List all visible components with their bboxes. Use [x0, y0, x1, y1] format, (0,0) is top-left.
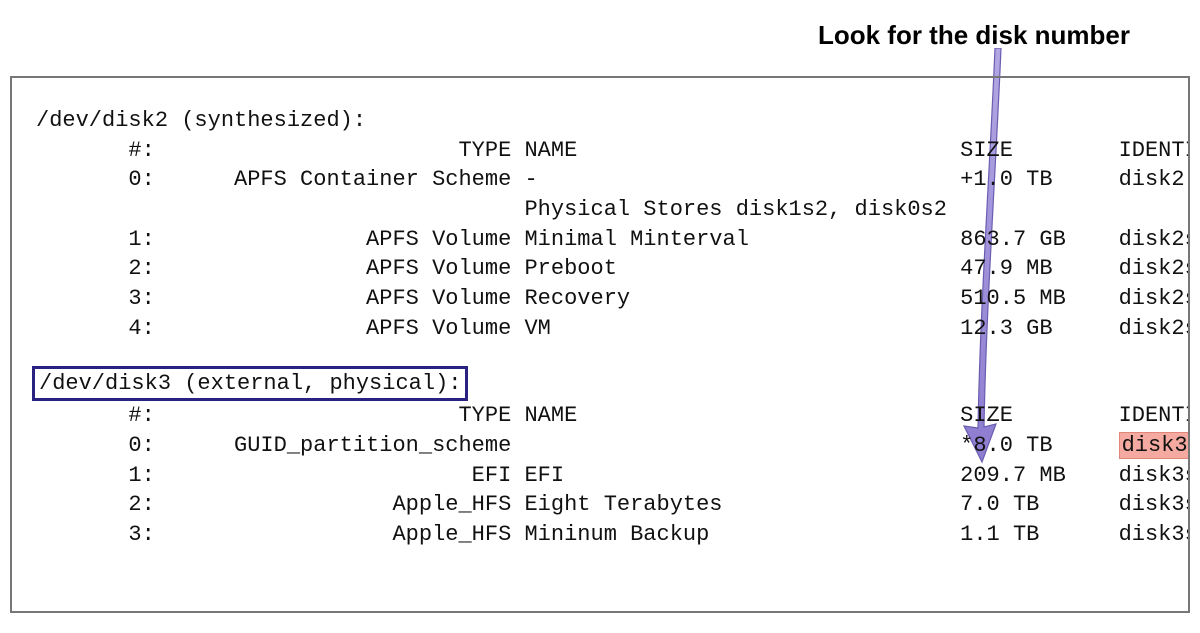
- terminal-output-window: /dev/disk2 (synthesized): #: TYPE NAME S…: [10, 76, 1190, 613]
- identifier-text: disk2s2: [1119, 256, 1190, 281]
- callout-text: Look for the disk number: [818, 20, 1130, 51]
- row-left-columns: 2: APFS Volume Preboot 47.9 MB: [36, 256, 1119, 281]
- column-header-row: #: TYPE NAME SIZE IDENTIFIER: [36, 401, 1164, 431]
- identifier-text: disk2s1: [1119, 227, 1190, 252]
- disk-header-text: /dev/disk3 (external, physical):: [39, 371, 461, 396]
- partition-row: 2: APFS Volume Preboot 47.9 MB disk2s2: [36, 254, 1164, 284]
- disk-header-highlight-box: /dev/disk3 (external, physical):: [32, 366, 468, 402]
- terminal-text: /dev/disk2 (synthesized): #: TYPE NAME S…: [36, 106, 1164, 550]
- identifier-text: disk2s4: [1119, 316, 1190, 341]
- identifier-highlight: disk3: [1119, 432, 1190, 459]
- row-left-columns: 1: APFS Volume Minimal Minterval 863.7 G…: [36, 227, 1119, 252]
- row-left-columns: 0: GUID_partition_scheme *8.0 TB: [36, 433, 1119, 458]
- partition-row: 0: GUID_partition_scheme *8.0 TB disk3: [36, 431, 1164, 461]
- identifier-text: disk3s2: [1119, 492, 1190, 517]
- column-header-row: #: TYPE NAME SIZE IDENTIFIER: [36, 136, 1164, 166]
- row-left-columns: 3: APFS Volume Recovery 510.5 MB: [36, 286, 1119, 311]
- row-left-columns: Physical Stores disk1s2, disk0s2: [36, 197, 1119, 222]
- blank-line: [36, 344, 1164, 356]
- identifier-text: disk3s3: [1119, 522, 1190, 547]
- disk-header-row: /dev/disk2 (synthesized):: [36, 106, 1164, 136]
- partition-row: 0: APFS Container Scheme - +1.0 TB disk2: [36, 165, 1164, 195]
- row-left-columns: 4: APFS Volume VM 12.3 GB: [36, 316, 1119, 341]
- partition-row: 1: APFS Volume Minimal Minterval 863.7 G…: [36, 225, 1164, 255]
- partition-row: 3: APFS Volume Recovery 510.5 MB disk2s3: [36, 284, 1164, 314]
- row-left-columns: 0: APFS Container Scheme - +1.0 TB: [36, 167, 1119, 192]
- partition-row: 4: APFS Volume VM 12.3 GB disk2s4: [36, 314, 1164, 344]
- identifier-text: disk2: [1119, 167, 1185, 192]
- partition-row: 1: EFI EFI 209.7 MB disk3s1: [36, 461, 1164, 491]
- identifier-text: disk2s3: [1119, 286, 1190, 311]
- row-left-columns: 2: Apple_HFS Eight Terabytes 7.0 TB: [36, 492, 1119, 517]
- partition-row: 2: Apple_HFS Eight Terabytes 7.0 TB disk…: [36, 490, 1164, 520]
- partition-row: Physical Stores disk1s2, disk0s2: [36, 195, 1164, 225]
- disk-header-row: /dev/disk3 (external, physical):: [36, 356, 1164, 402]
- row-left-columns: 3: Apple_HFS Mininum Backup 1.1 TB: [36, 522, 1119, 547]
- identifier-text: disk3s1: [1119, 463, 1190, 488]
- column-header-text: #: TYPE NAME SIZE IDENTIFIER: [36, 403, 1190, 428]
- row-left-columns: 1: EFI EFI 209.7 MB: [36, 463, 1119, 488]
- column-header-text: #: TYPE NAME SIZE IDENTIFIER: [36, 138, 1190, 163]
- partition-row: 3: Apple_HFS Mininum Backup 1.1 TB disk3…: [36, 520, 1164, 550]
- disk-header-text: /dev/disk2 (synthesized):: [36, 108, 366, 133]
